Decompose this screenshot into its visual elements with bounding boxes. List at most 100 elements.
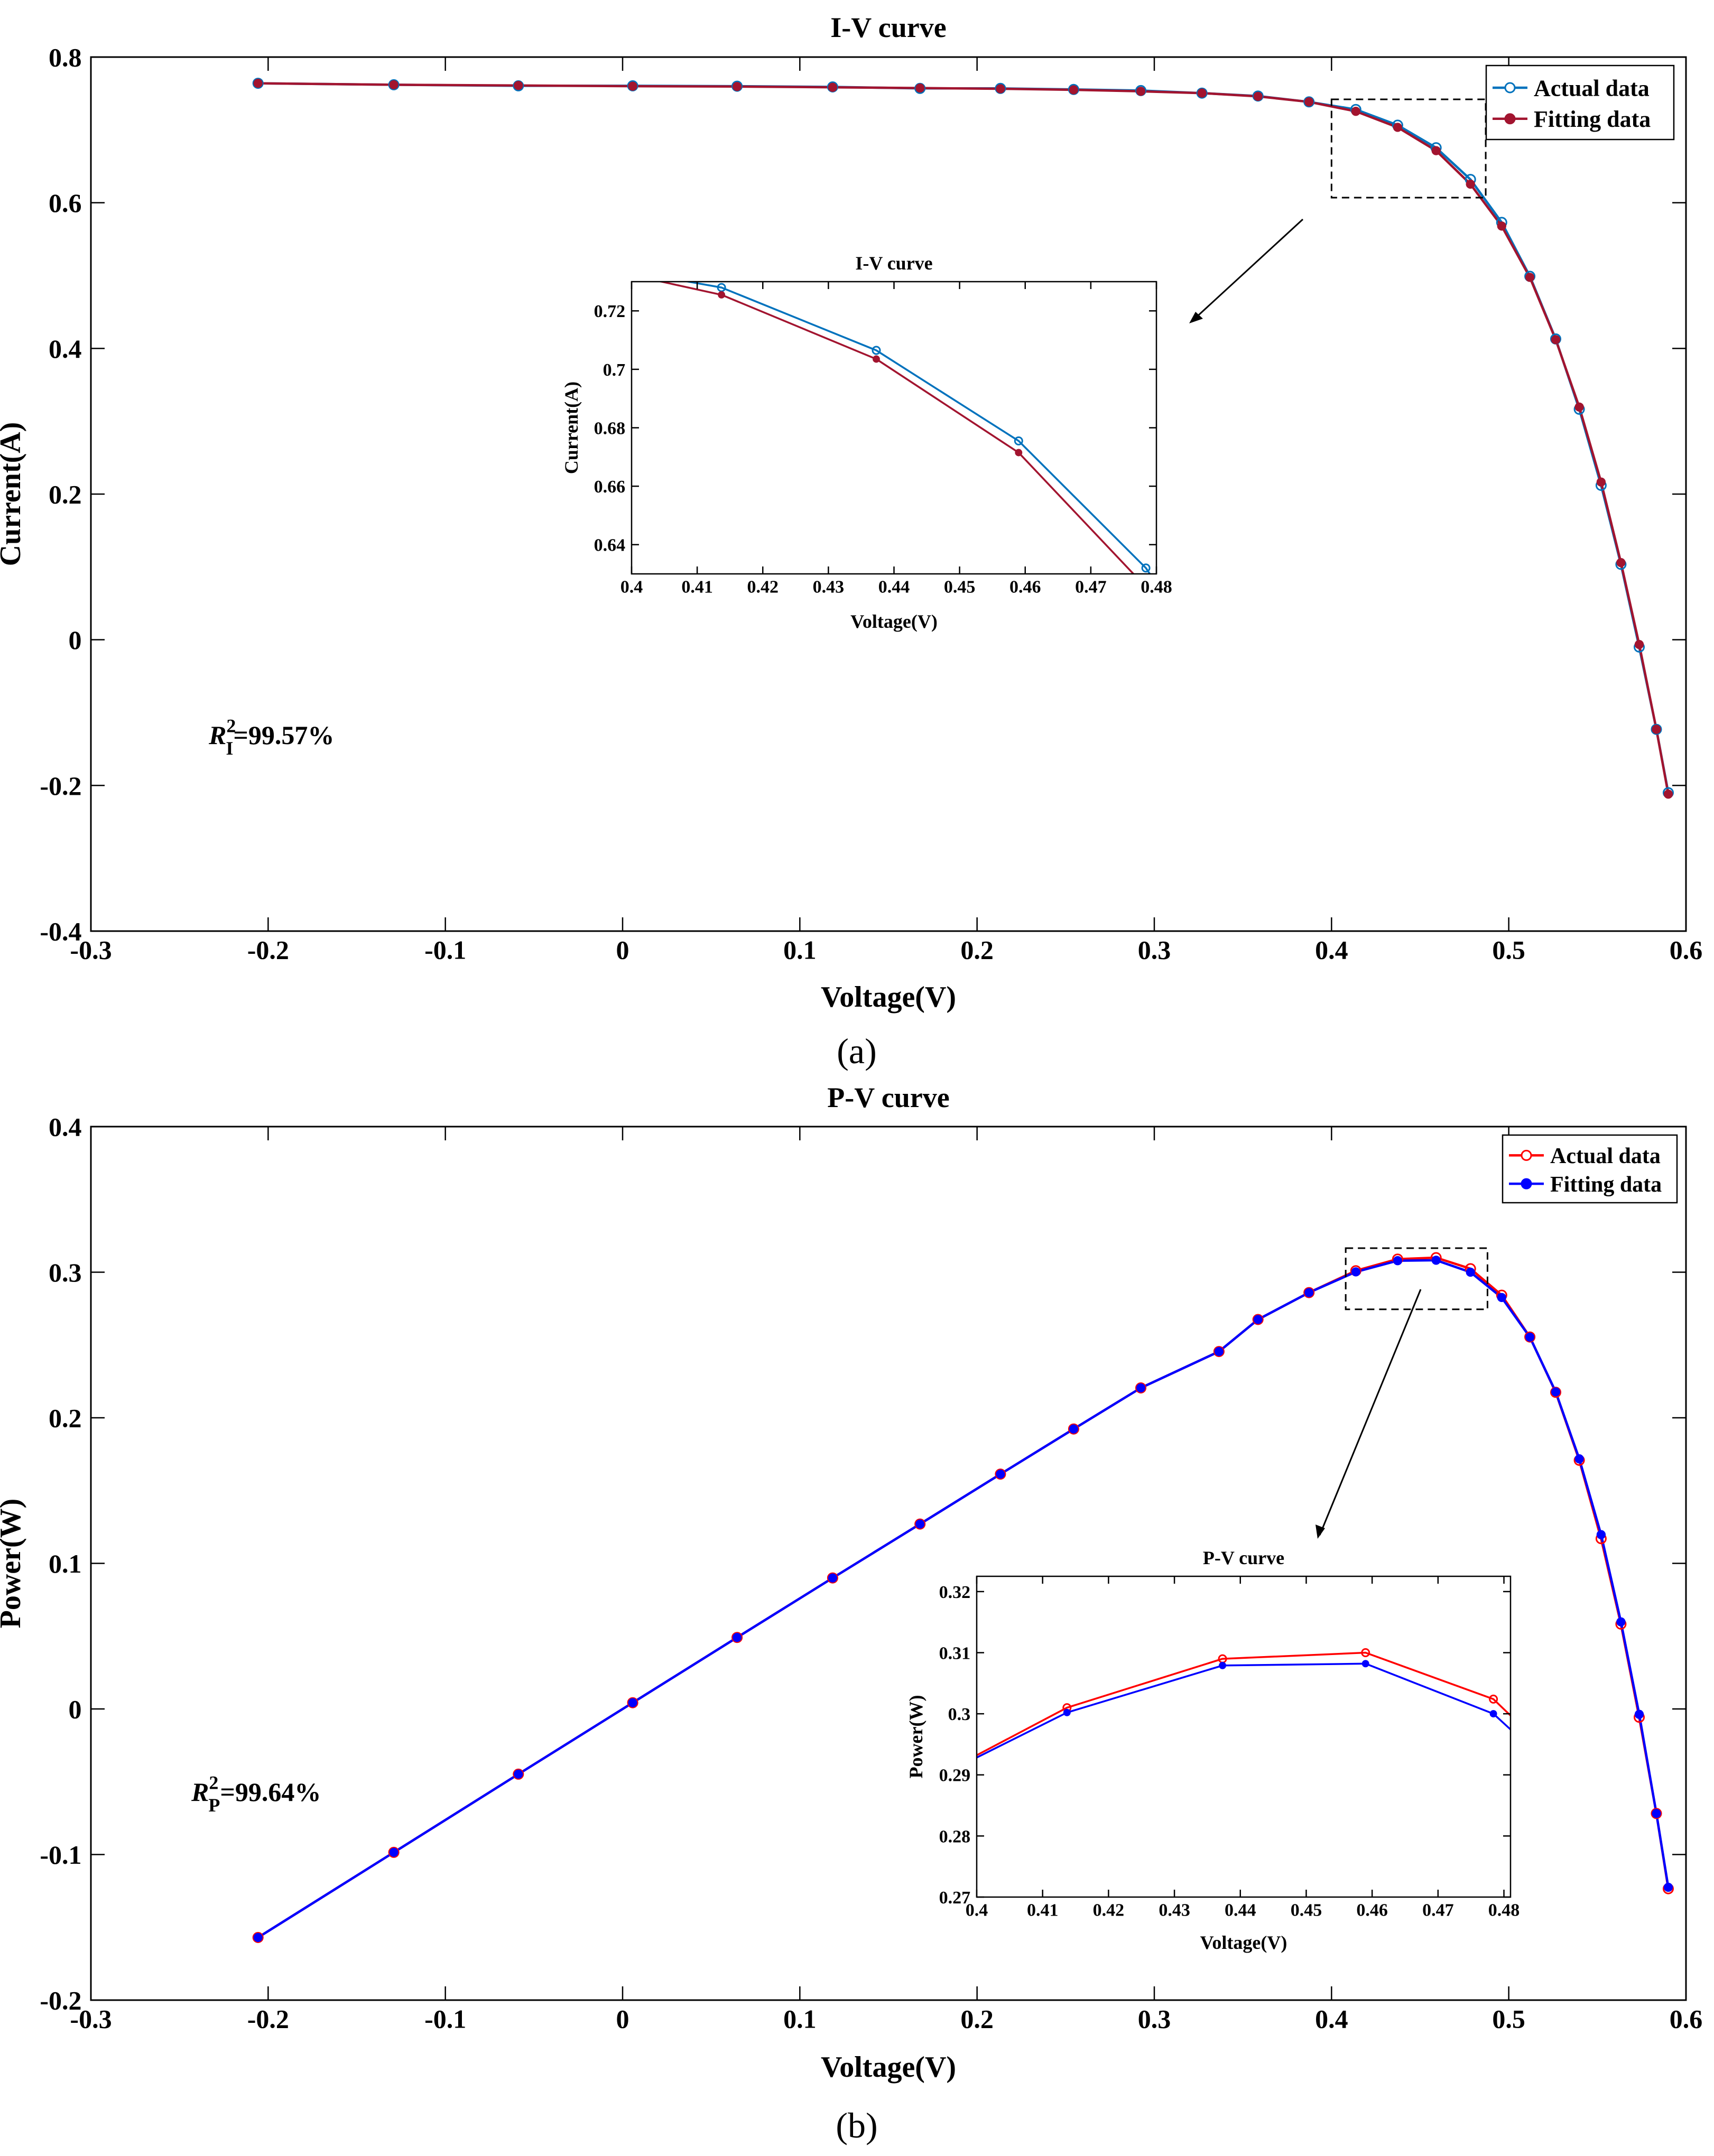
- plot-background: [632, 282, 1156, 574]
- data-point-actual: [1196, 87, 1208, 99]
- y-tick-label: 0.28: [939, 1827, 971, 1846]
- y-tick-label: 0.29: [939, 1766, 971, 1786]
- legend: Actual data Fitting data: [1485, 64, 1675, 141]
- y-axis-label: Power(W): [0, 1499, 27, 1629]
- x-tick-label: 0: [616, 2004, 629, 2034]
- legend-box: [1485, 64, 1675, 141]
- x-tick-label: 0.5: [1492, 935, 1525, 965]
- data-point-fitting: [1525, 1332, 1535, 1342]
- x-tick-label: 0.3: [1138, 2004, 1171, 2034]
- y-tick-label: 0.3: [49, 1258, 82, 1287]
- x-tick-label: 0.44: [1225, 1901, 1256, 1920]
- data-point-fitting: [1663, 1882, 1673, 1892]
- data-point-fitting: [1431, 146, 1441, 155]
- data-point-fitting: [996, 1469, 1005, 1479]
- chart-title: I-V curve: [855, 253, 932, 274]
- y-axis-label: Current(A): [0, 422, 27, 566]
- data-point-fitting: [1466, 179, 1475, 189]
- data-point-fitting: [828, 82, 838, 92]
- y-tick-label: -0.1: [40, 1840, 81, 1870]
- data-point-fitting: [514, 81, 523, 90]
- data-point-fitting: [1663, 789, 1673, 799]
- data-point-fitting: [1304, 1288, 1314, 1297]
- series-line-actual-data: [977, 1651, 1511, 1757]
- y-tick-label: 0: [69, 625, 82, 655]
- data-point-fitting: [1136, 1383, 1146, 1393]
- x-tick-label: 0.6: [1670, 935, 1703, 965]
- chart-title: P-V curve: [827, 1082, 949, 1113]
- x-tick-label: 0.41: [681, 578, 713, 597]
- data-point-fitting: [915, 83, 925, 93]
- y-tick-label: 0.68: [594, 419, 626, 438]
- y-axis-label: Current(A): [561, 382, 582, 474]
- data-point-fitting: [1214, 1346, 1224, 1356]
- y-tick-label: 0.8: [49, 43, 82, 72]
- data-point-actual: [1303, 1287, 1315, 1298]
- data-point-fitting: [1466, 1267, 1475, 1277]
- zoom-region-box: [1330, 98, 1487, 199]
- x-tick-label: 0.48: [1488, 1901, 1520, 1920]
- data-point-actual: [1213, 1346, 1225, 1358]
- legend-marker: [1521, 1178, 1532, 1189]
- r-superscript: 2: [226, 715, 236, 737]
- legend-box: [1502, 1134, 1678, 1204]
- y-tick-label: 0.2: [49, 1404, 82, 1433]
- x-tick-label: 0.43: [1159, 1901, 1190, 1920]
- series-line-fitting-data: [657, 282, 1135, 574]
- data-point-fitting: [1616, 557, 1626, 568]
- pv-inset-chart: 0.4 0.41 0.42 0.43 0.44 0.45 0.46 0.47 0.48 0.27 0…: [905, 1547, 1520, 1953]
- plot-area: [977, 1648, 1511, 1759]
- x-tick-label: 0.2: [960, 2004, 994, 2034]
- x-tick-label: 0.2: [960, 935, 994, 965]
- data-point-fitting: [1525, 273, 1535, 282]
- data-point-actual: [995, 1469, 1006, 1480]
- data-point-fitting: [1497, 1293, 1506, 1303]
- legend-label: Actual data: [1534, 75, 1650, 101]
- x-tick-label: -0.3: [70, 2004, 112, 2034]
- x-tick-label: -0.1: [424, 2004, 466, 2034]
- data-point-fitting: [1634, 1709, 1644, 1719]
- data-point-fitting: [1551, 1387, 1561, 1397]
- data-point-fitting: [1616, 1617, 1626, 1627]
- x-tick-label: -0.3: [70, 935, 112, 965]
- y-tick-label: -0.2: [40, 1986, 81, 2015]
- data-point-actual: [731, 1632, 743, 1643]
- plot-area: [657, 282, 1151, 574]
- data-point-fitting: [1574, 1454, 1584, 1464]
- data-point-fitting: [1574, 402, 1584, 412]
- data-point-fitting: [1253, 1315, 1263, 1324]
- iv-zoom-arrow: [1189, 218, 1304, 323]
- series-line-fitting-data: [257, 1259, 1670, 1939]
- y-tick-label: -0.4: [40, 917, 81, 946]
- data-point-fitting: [1351, 1267, 1360, 1277]
- r-squared-annotation: R2 P=99.64%: [191, 1772, 321, 1816]
- data-point-fitting: [1551, 335, 1561, 345]
- r-symbol: R: [191, 1777, 209, 1807]
- y-tick-label: 0.1: [49, 1549, 82, 1578]
- legend-label: Fitting data: [1550, 1173, 1662, 1197]
- x-axis-label: Voltage(V): [821, 981, 956, 1014]
- x-tick-label: 0.46: [1356, 1901, 1388, 1920]
- x-tick-label: -0.1: [424, 935, 466, 965]
- data-point-fitting: [1015, 449, 1023, 457]
- data-point-fitting: [1652, 1809, 1661, 1818]
- chart-title: I-V curve: [830, 12, 946, 43]
- y-tick-label: -0.2: [40, 771, 81, 801]
- data-point-actual: [1651, 723, 1662, 735]
- y-tick-label: 0.31: [939, 1643, 971, 1663]
- legend-marker: [1521, 1149, 1532, 1161]
- data-point-actual: [1651, 1808, 1662, 1819]
- data-point-fitting: [1063, 1708, 1071, 1716]
- data-point-fitting: [1431, 1256, 1441, 1265]
- data-point-fitting: [873, 355, 880, 363]
- y-tick-label: 0.27: [939, 1888, 971, 1908]
- x-tick-label: 0.42: [747, 578, 779, 597]
- series-line-fitting-data: [977, 1662, 1511, 1759]
- data-point-actual: [914, 1518, 926, 1530]
- data-point-fitting: [1253, 91, 1263, 101]
- y-tick-label: 0: [69, 1695, 82, 1724]
- data-point-fitting: [1393, 1256, 1403, 1266]
- x-tick-label: 0.42: [1093, 1901, 1125, 1920]
- series-line-fitting-data: [258, 82, 1670, 795]
- data-point-fitting: [628, 81, 637, 91]
